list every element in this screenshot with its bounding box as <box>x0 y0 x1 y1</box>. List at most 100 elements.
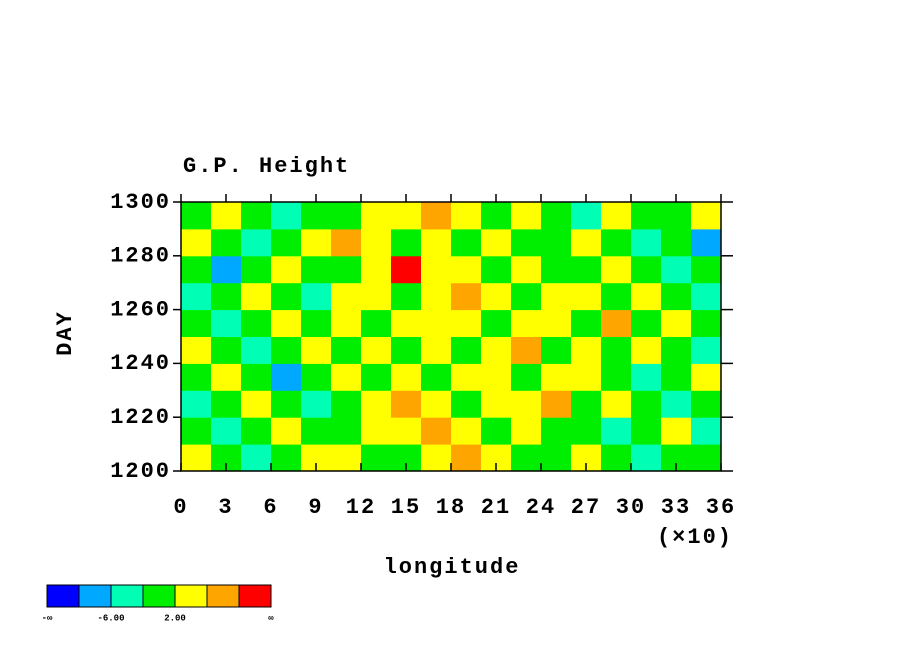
contour-cell <box>361 444 392 472</box>
y-tick-label: 1200 <box>110 459 171 484</box>
contour-cell <box>421 202 452 230</box>
contour-cell <box>391 309 422 337</box>
contour-cell <box>541 309 572 337</box>
contour-cell <box>541 255 572 284</box>
contour-cell <box>241 202 272 230</box>
colorbar-swatch <box>206 584 240 608</box>
contour-cell <box>181 282 212 311</box>
contour-cell <box>181 228 212 257</box>
contour-cell <box>691 444 722 472</box>
contour-cell <box>541 336 572 364</box>
contour-cell <box>211 255 242 284</box>
contour-cell <box>601 336 632 364</box>
contour-cell <box>601 255 632 284</box>
contour-cell <box>241 336 272 364</box>
contour-cell <box>571 363 602 391</box>
contour-cell <box>511 309 542 337</box>
contour-cell <box>511 282 542 311</box>
contour-cell <box>601 282 632 311</box>
contour-cell <box>541 228 572 257</box>
x-tick-label: 18 <box>436 495 466 520</box>
contour-cell <box>331 417 362 445</box>
contour-cell <box>181 255 212 284</box>
contour-cell <box>181 309 212 337</box>
contour-cell <box>331 363 362 391</box>
contour-cell <box>211 336 242 364</box>
x-tick-label: 12 <box>346 495 376 520</box>
contour-cell <box>631 255 662 284</box>
contour-cell <box>631 417 662 445</box>
contour-cell <box>451 444 482 472</box>
contour-cell <box>271 390 302 418</box>
contour-cell <box>661 417 692 445</box>
contour-cell <box>661 228 692 257</box>
contour-cell <box>691 417 722 445</box>
contour-cell <box>211 390 242 418</box>
contour-cell <box>301 309 332 337</box>
contour-cell <box>541 202 572 230</box>
contour-cell <box>391 390 422 418</box>
contour-cell <box>301 336 332 364</box>
contour-cell <box>661 390 692 418</box>
x-tick-label: 15 <box>391 495 421 520</box>
contour-cell <box>451 202 482 230</box>
contour-cell <box>631 363 662 391</box>
contour-cell <box>511 255 542 284</box>
contour-cell <box>481 228 512 257</box>
contour-cell <box>601 390 632 418</box>
contour-cell <box>691 390 722 418</box>
x-tick-label: 36 <box>706 495 736 520</box>
contour-cell <box>661 363 692 391</box>
colorbar-label: 2.00 <box>164 613 186 623</box>
contour-cell <box>661 202 692 230</box>
contour-cell <box>241 444 272 472</box>
contour-cell <box>511 336 542 364</box>
contour-cell <box>451 309 482 337</box>
contour-cell <box>361 417 392 445</box>
contour-cell <box>451 336 482 364</box>
colorbar-swatch <box>110 584 144 608</box>
contour-cell <box>691 309 722 337</box>
contour-cell <box>331 336 362 364</box>
contour-cell <box>691 336 722 364</box>
y-tick-label: 1300 <box>110 190 171 215</box>
contour-cell <box>271 309 302 337</box>
contour-cell <box>481 417 512 445</box>
contour-cell <box>421 309 452 337</box>
contour-cell <box>541 417 572 445</box>
contour-cell <box>691 255 722 284</box>
contour-cell <box>181 417 212 445</box>
contour-cell <box>391 417 422 445</box>
contour-cell <box>361 202 392 230</box>
colorbar-label: ∞ <box>268 613 274 623</box>
x-tick-label: 24 <box>526 495 556 520</box>
contour-cell <box>451 390 482 418</box>
contour-cell <box>301 202 332 230</box>
colorbar-label: -∞ <box>42 613 53 623</box>
contour-cell <box>331 202 362 230</box>
contour-cell <box>541 363 572 391</box>
contour-cell <box>271 228 302 257</box>
y-tick-label: 1240 <box>110 351 171 376</box>
colorbar-swatch <box>238 584 272 608</box>
contour-cell <box>331 309 362 337</box>
contour-cell <box>691 363 722 391</box>
contour-cell <box>391 336 422 364</box>
contour-cell <box>511 417 542 445</box>
contour-cell <box>571 336 602 364</box>
x-tick-label: 0 <box>173 495 188 520</box>
colorbar-swatch <box>174 584 208 608</box>
contour-cell <box>481 309 512 337</box>
contour-cell <box>271 282 302 311</box>
contour-cell <box>661 309 692 337</box>
y-axis-label: DAY <box>53 310 78 356</box>
contour-cell <box>601 444 632 472</box>
contour-cell <box>241 417 272 445</box>
contour-cell <box>181 363 212 391</box>
x-tick-label: 9 <box>308 495 323 520</box>
contour-cell <box>631 309 662 337</box>
contour-cell <box>601 228 632 257</box>
contour-cell <box>691 282 722 311</box>
contour-cell <box>271 417 302 445</box>
